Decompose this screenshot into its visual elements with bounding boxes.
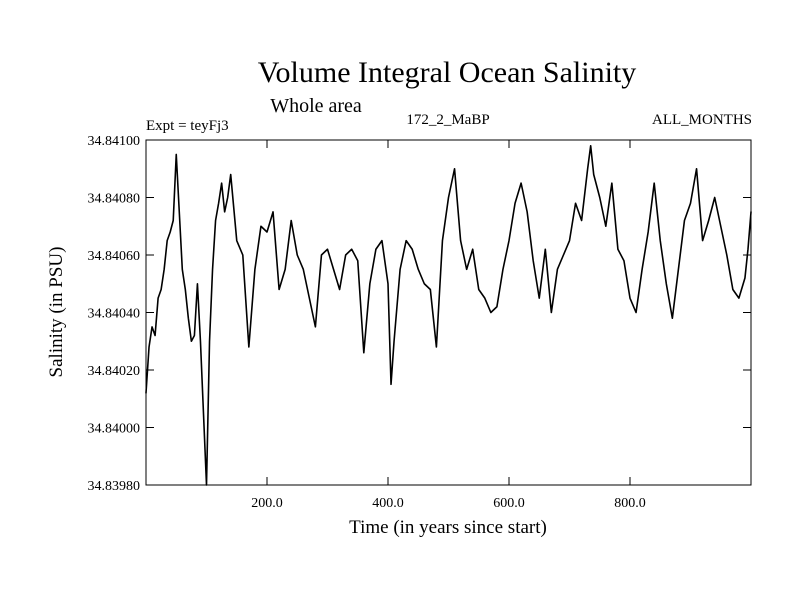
y-tick-label: 34.84100 bbox=[88, 134, 141, 149]
experiment-label: Expt = teyFj3 bbox=[146, 118, 229, 134]
plot-area bbox=[145, 139, 752, 486]
run-label: 172_2_MaBP bbox=[406, 112, 489, 128]
y-tick-label: 34.84080 bbox=[88, 192, 141, 207]
y-tick-label: 34.84000 bbox=[88, 422, 141, 437]
y-axis-label: Salinity (in PSU) bbox=[46, 247, 67, 378]
y-tick-label: 34.84060 bbox=[88, 249, 141, 264]
y-tick-label: 34.84020 bbox=[88, 364, 141, 379]
chart-subtitle: Whole area bbox=[270, 95, 362, 117]
y-axis-ticks: 34.83980 34.84000 34.84020 34.84040 34.84060… bbox=[88, 134, 751, 494]
salinity-series-line bbox=[145, 144, 752, 486]
x-tick-label: 800.0 bbox=[614, 496, 646, 511]
x-tick-label: 200.0 bbox=[251, 496, 283, 511]
x-tick-label: 400.0 bbox=[372, 496, 404, 511]
x-axis-label: Time (in years since start) bbox=[349, 517, 547, 538]
period-label: ALL_MONTHS bbox=[652, 112, 752, 128]
x-tick-label: 600.0 bbox=[493, 496, 525, 511]
y-tick-label: 34.83980 bbox=[88, 479, 141, 494]
x-axis-ticks: 200.0 400.0 600.0 800.0 bbox=[251, 140, 646, 511]
y-tick-label: 34.84040 bbox=[88, 307, 141, 322]
chart-title: Volume Integral Ocean Salinity bbox=[258, 56, 637, 89]
